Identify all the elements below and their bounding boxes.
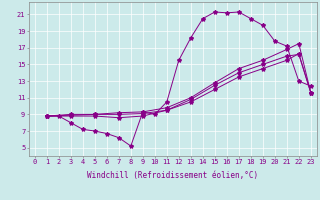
X-axis label: Windchill (Refroidissement éolien,°C): Windchill (Refroidissement éolien,°C) [87,171,258,180]
